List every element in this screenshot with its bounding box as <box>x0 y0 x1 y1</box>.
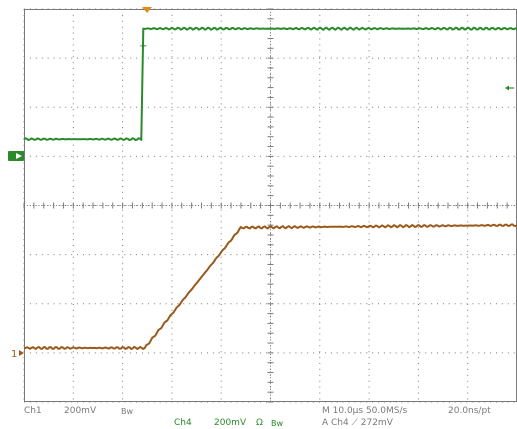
ch4-bandwidth: Bw <box>271 419 284 428</box>
ch1-label: Ch1 <box>24 406 42 416</box>
ch1-trace <box>23 26 517 141</box>
left-arrow-icon[interactable] <box>505 85 514 91</box>
horizontal-settings: M 10.0µs 50.0MS/s <box>322 406 408 416</box>
waveform-traces <box>23 26 517 350</box>
ch1-bandwidth: Bw <box>121 407 134 416</box>
sample-interval: 20.0ns/pt <box>448 406 491 416</box>
ch4-trace <box>23 223 517 350</box>
ch4-scale: 200mV <box>214 418 247 428</box>
graticule <box>23 8 517 403</box>
ch4-label: Ch4 <box>174 418 192 428</box>
down-triangle-icon[interactable] <box>142 7 152 13</box>
trigger-settings: A Ch4 ⟋ 272mV <box>322 418 393 428</box>
ground-indicator-icon[interactable] <box>8 151 24 161</box>
ch1-scale: 200mV <box>64 406 97 416</box>
right-arrow-icon <box>19 350 24 356</box>
ch4-impedance: Ω <box>256 418 263 428</box>
ch4-ground-marker[interactable]: 1 <box>11 349 17 360</box>
